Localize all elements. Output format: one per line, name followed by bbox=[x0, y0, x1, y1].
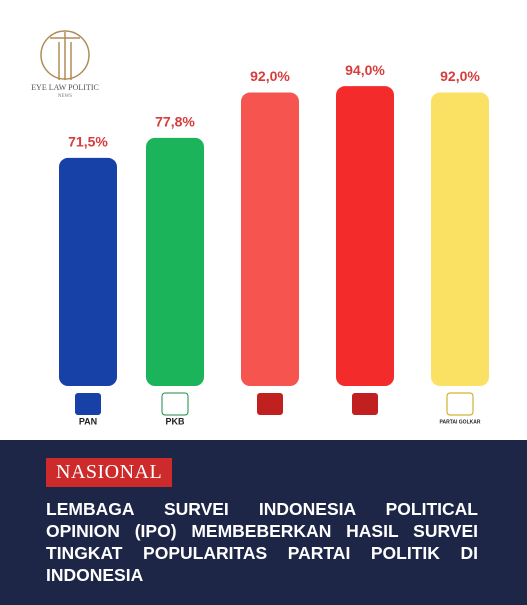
party-logo bbox=[75, 393, 101, 415]
brand-sub: NEWS bbox=[58, 94, 72, 99]
party-logo bbox=[352, 393, 378, 415]
x-tick-label: PARTAI GOLKAR bbox=[440, 419, 481, 425]
value-label: 94,0% bbox=[345, 62, 385, 78]
value-label: 92,0% bbox=[250, 68, 290, 84]
party-logo bbox=[161, 392, 189, 416]
party-logo bbox=[446, 392, 474, 416]
chart: EYE LAW POLITIC NEWS 71,5% PAN 77,8% PKB 92,… bbox=[31, 30, 489, 426]
bar bbox=[146, 137, 204, 386]
value-label: 92,0% bbox=[440, 68, 480, 84]
headline: LEMBAGA SURVEI INDONESIA POLITICAL OPINI… bbox=[46, 499, 478, 585]
brand-name: EYE LAW POLITIC bbox=[31, 83, 99, 92]
bar bbox=[336, 86, 394, 386]
category-tag: NASIONAL bbox=[46, 458, 173, 487]
bar bbox=[431, 92, 489, 387]
value-label: 77,8% bbox=[155, 114, 195, 130]
brand-logo bbox=[40, 30, 90, 80]
bar bbox=[59, 157, 117, 386]
news-panel: NASIONAL LEMBAGA SURVEI INDONESIA POLITI… bbox=[0, 440, 527, 605]
x-tick-label: PAN bbox=[79, 416, 97, 426]
bar bbox=[241, 92, 299, 387]
x-tick-label: PKB bbox=[165, 416, 185, 426]
party-logo bbox=[257, 393, 283, 415]
value-label: 71,5% bbox=[68, 134, 108, 150]
